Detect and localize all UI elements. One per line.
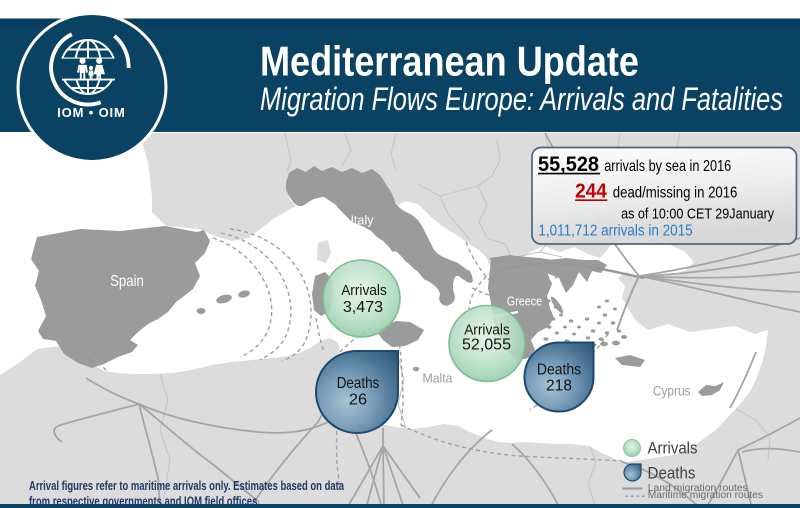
svg-text:Spain: Spain xyxy=(110,273,144,290)
svg-text:Cyprus: Cyprus xyxy=(653,384,691,399)
svg-text:Arrivals: Arrivals xyxy=(341,282,387,299)
svg-text:Greece: Greece xyxy=(507,295,542,309)
svg-text:arrivals by sea in 2016: arrivals by sea in 2016 xyxy=(604,158,731,175)
svg-text:as of 10:00 CET 29January: as of 10:00 CET 29January xyxy=(621,206,774,223)
svg-text:52,055: 52,055 xyxy=(462,336,511,353)
svg-text:218: 218 xyxy=(546,378,572,395)
svg-text:IOM • OIM: IOM • OIM xyxy=(57,105,125,120)
svg-text:26: 26 xyxy=(349,392,367,409)
svg-text:1,011,712 arrivals in 2015: 1,011,712 arrivals in 2015 xyxy=(538,222,692,239)
svg-text:Deaths: Deaths xyxy=(537,362,582,379)
svg-text:55,528: 55,528 xyxy=(538,153,599,176)
svg-text:dead/missing in 2016: dead/missing in 2016 xyxy=(613,185,738,202)
svg-text:Arrival figures refer to mari: Arrival figures refer to maritime arriva… xyxy=(29,479,345,493)
svg-text:Arrivals: Arrivals xyxy=(648,440,698,458)
svg-text:Malta: Malta xyxy=(423,371,454,386)
svg-text:3,473: 3,473 xyxy=(343,299,383,316)
svg-text:Deaths: Deaths xyxy=(337,375,380,392)
svg-text:Mediterranean Update: Mediterranean Update xyxy=(260,38,639,85)
svg-text:Italy: Italy xyxy=(350,212,374,227)
svg-text:Land migration routes: Land migration routes xyxy=(648,482,748,494)
svg-text:Arrivals: Arrivals xyxy=(464,321,510,338)
svg-text:244: 244 xyxy=(575,181,608,203)
svg-text:Maritime migration routes: Maritime migration routes xyxy=(648,489,763,501)
svg-text:Migration Flows Europe: Arriva: Migration Flows Europe: Arrivals and Fat… xyxy=(260,81,783,117)
svg-text:Deaths: Deaths xyxy=(648,465,696,483)
